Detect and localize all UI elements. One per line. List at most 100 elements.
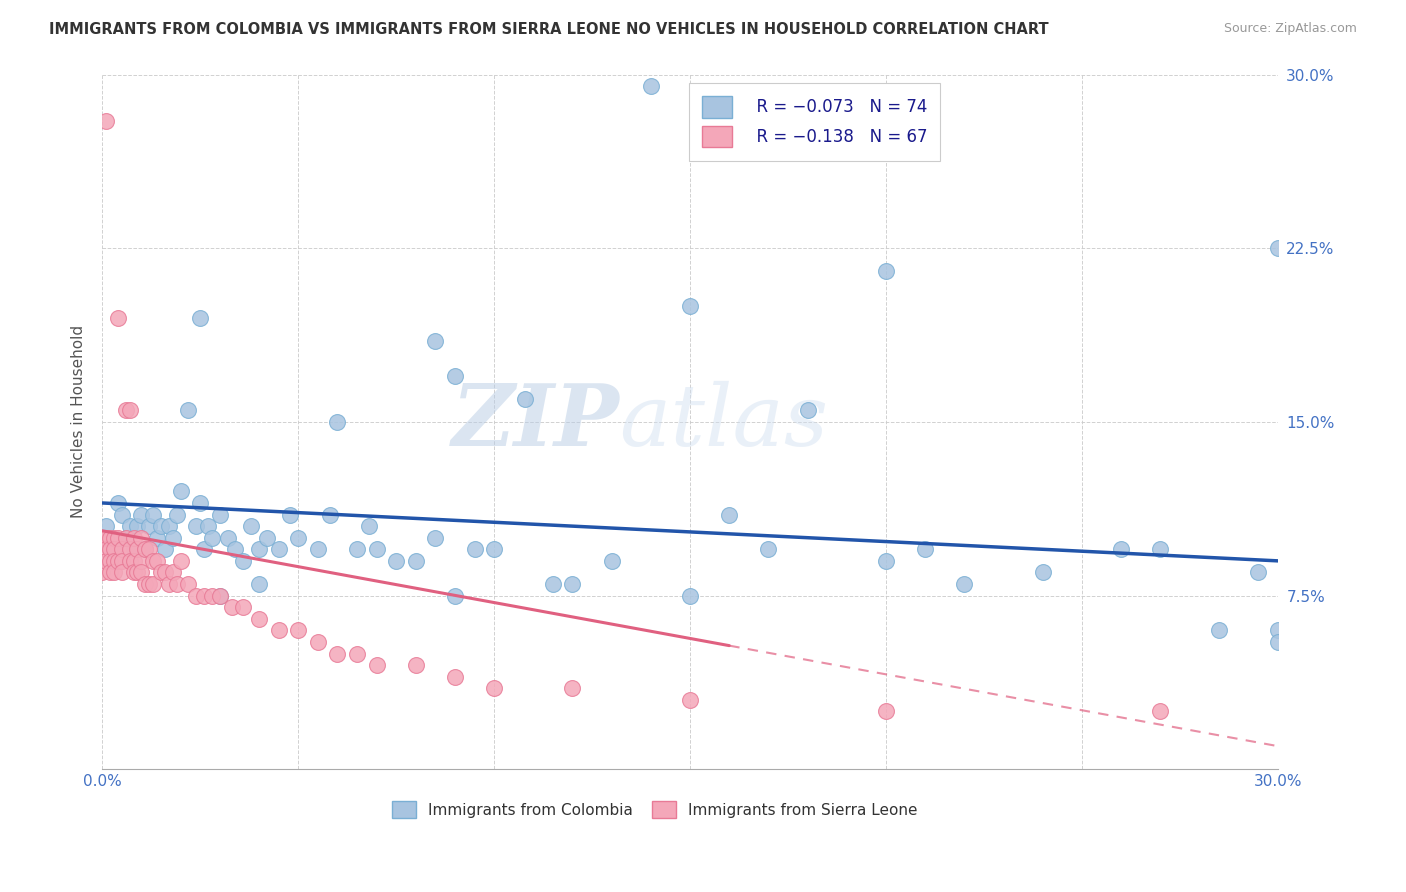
Point (188, 496, 211, 510)
Text: Source: ZipAtlas.com: Source: ZipAtlas.com (1223, 22, 1357, 36)
Point (679, 693, 702, 707)
Point (131, 508, 153, 522)
Point (134, 577, 156, 591)
Point (94, 519, 117, 533)
Point (103, 531, 125, 545)
Point (1208, 624, 1230, 638)
Point (134, 542, 156, 557)
Point (111, 508, 134, 522)
Point (91, 531, 114, 545)
Point (114, 531, 136, 545)
Point (679, 589, 702, 603)
Point (98, 531, 121, 545)
Point (758, 542, 780, 557)
Point (1267, 635, 1289, 649)
Point (256, 531, 278, 545)
Point (326, 415, 349, 429)
Point (188, 310, 211, 325)
Point (177, 403, 200, 417)
Point (405, 658, 427, 673)
Point (127, 542, 149, 557)
Point (221, 600, 243, 615)
Point (444, 589, 467, 603)
Point (796, 403, 818, 417)
Point (425, 531, 447, 545)
Point (232, 600, 254, 615)
Point (157, 519, 180, 533)
Point (267, 624, 290, 638)
Point (94, 113, 117, 128)
Point (138, 542, 160, 557)
Point (425, 334, 447, 348)
Point (287, 531, 309, 545)
Point (247, 542, 270, 557)
Point (208, 589, 231, 603)
Point (600, 554, 623, 568)
Point (142, 508, 165, 522)
Point (240, 519, 263, 533)
Point (162, 531, 184, 545)
Point (131, 531, 153, 545)
Point (98, 566, 121, 580)
Point (914, 542, 936, 557)
Point (247, 612, 270, 626)
Point (146, 531, 169, 545)
Point (118, 542, 141, 557)
Point (346, 542, 368, 557)
Point (326, 647, 349, 661)
Point (561, 577, 583, 591)
Point (1149, 705, 1171, 719)
Point (169, 484, 191, 499)
Point (142, 577, 165, 591)
Point (138, 577, 160, 591)
Point (208, 508, 231, 522)
Point (640, 79, 662, 94)
Point (201, 531, 224, 545)
Point (103, 542, 125, 557)
Point (103, 554, 125, 568)
Point (1267, 241, 1289, 255)
Point (138, 519, 160, 533)
Point (98, 554, 121, 568)
Point (405, 554, 427, 568)
Point (541, 577, 564, 591)
Text: ZIP: ZIP (451, 380, 620, 464)
Point (193, 589, 215, 603)
Y-axis label: No Vehicles in Household: No Vehicles in Household (72, 326, 86, 518)
Point (357, 519, 380, 533)
Point (107, 554, 129, 568)
Point (267, 542, 290, 557)
Point (111, 542, 134, 557)
Text: atlas: atlas (620, 381, 828, 463)
Point (153, 566, 176, 580)
Legend: Immigrants from Colombia, Immigrants from Sierra Leone: Immigrants from Colombia, Immigrants fro… (385, 796, 924, 824)
Point (118, 519, 141, 533)
Point (224, 542, 246, 557)
Point (287, 624, 309, 638)
Point (444, 670, 467, 684)
Point (1267, 624, 1289, 638)
Point (278, 508, 301, 522)
Point (98, 542, 121, 557)
Point (875, 554, 897, 568)
Point (385, 554, 408, 568)
Point (131, 554, 153, 568)
Point (118, 554, 141, 568)
Point (134, 542, 156, 557)
Point (94, 542, 117, 557)
Point (122, 531, 145, 545)
Point (1149, 542, 1171, 557)
Point (94, 531, 117, 545)
Point (201, 589, 224, 603)
Point (122, 554, 145, 568)
Point (875, 705, 897, 719)
Point (177, 577, 200, 591)
Point (111, 554, 134, 568)
Point (561, 681, 583, 696)
Point (94, 554, 117, 568)
Point (146, 554, 169, 568)
Point (463, 542, 485, 557)
Point (307, 635, 329, 649)
Point (166, 508, 188, 522)
Point (444, 368, 467, 383)
